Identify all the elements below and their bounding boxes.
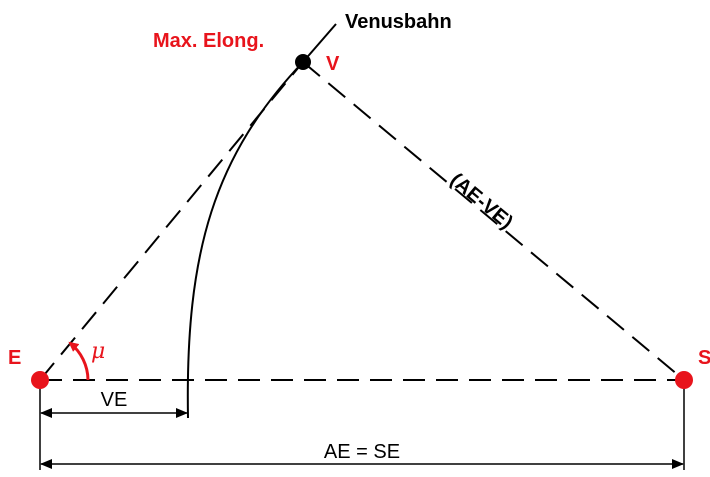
venus-orbit-arc (186, 61, 304, 419)
label-sun: S (698, 347, 710, 369)
label-venus-sun-distance: (AE-VE) (446, 169, 517, 234)
label-venus-earth-distance: VE (101, 389, 128, 411)
label-angle-mu: μ (91, 339, 105, 364)
angle-mu-arc (68, 341, 90, 381)
earth-point (31, 371, 49, 389)
label-venus-orbit: Venusbahn (345, 11, 452, 33)
label-max-elongation: Max. Elong. (153, 30, 264, 52)
sun-point (675, 371, 693, 389)
venus-orbit-tail (302, 23, 337, 63)
venus-sun-line (302, 61, 685, 381)
label-venus: V (326, 53, 340, 75)
label-earth: E (8, 347, 21, 369)
venus-point (295, 54, 311, 70)
label-earth-sun-distance: AE = SE (324, 441, 400, 463)
